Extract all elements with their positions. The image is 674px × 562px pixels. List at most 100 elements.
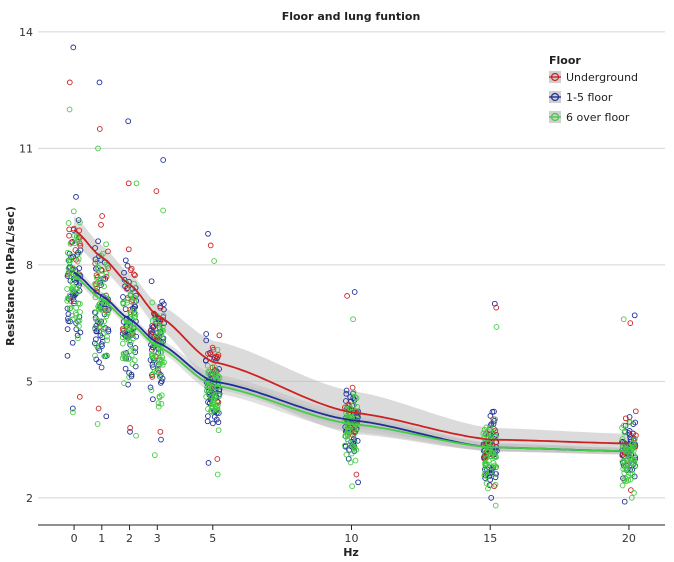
- scatter-point: [483, 480, 490, 487]
- scatter-point: [205, 460, 212, 466]
- scatter-point: [344, 432, 351, 439]
- scatter-point: [69, 405, 76, 412]
- scatter-point: [155, 400, 162, 406]
- scatter-point: [490, 460, 497, 466]
- scatter-point: [74, 233, 80, 239]
- scatter-point: [64, 305, 71, 312]
- scatter-point: [67, 305, 74, 311]
- scatter-point: [343, 387, 350, 394]
- scatter-point: [619, 424, 625, 431]
- scatter-point: [68, 239, 75, 246]
- scatter-point: [482, 467, 489, 474]
- x-tick-label-10: 10: [345, 532, 359, 545]
- scatter-point: [97, 324, 104, 331]
- scatter-point: [211, 354, 218, 361]
- scatter-point: [346, 447, 352, 454]
- fit-line-0: [73, 229, 629, 445]
- scatter-point: [149, 361, 156, 368]
- scatter-point: [626, 418, 633, 425]
- scatter-point: [126, 370, 132, 376]
- scatter-point: [488, 494, 495, 501]
- scatter-point: [99, 343, 105, 349]
- scatter-point: [487, 468, 494, 475]
- scatter-point: [485, 457, 492, 464]
- scatter-point: [76, 317, 83, 324]
- scatter-point: [214, 405, 221, 411]
- scatter-point: [128, 352, 135, 359]
- scatter-point: [350, 402, 357, 409]
- scatter-point: [73, 194, 79, 200]
- scatter-point: [203, 331, 210, 337]
- scatter-point: [122, 355, 129, 362]
- point-cluster-2-2: [119, 180, 140, 439]
- scatter-point: [627, 320, 634, 326]
- scatter-point: [75, 300, 82, 307]
- scatter-point: [350, 389, 357, 395]
- scatter-point: [65, 220, 72, 226]
- scatter-point: [633, 432, 639, 439]
- scatter-point: [354, 408, 360, 415]
- scatter-point: [103, 241, 109, 248]
- scatter-point: [121, 276, 128, 283]
- scatter-point: [151, 452, 158, 458]
- scatter-point: [127, 291, 134, 297]
- scatter-point: [214, 456, 221, 462]
- scatter-point: [490, 416, 497, 423]
- scatter-point: [92, 280, 98, 287]
- scatter-point: [152, 360, 159, 367]
- scatter-point: [156, 393, 163, 400]
- scatter-point: [77, 219, 83, 226]
- scatter-point: [213, 406, 219, 412]
- scatter-point: [490, 425, 497, 432]
- scatter-point: [215, 427, 222, 434]
- scatter-point: [208, 401, 215, 408]
- scatter-point: [70, 409, 76, 416]
- scatter-point: [132, 272, 138, 279]
- scatter-point: [492, 481, 499, 488]
- scatter-point: [70, 44, 77, 51]
- scatter-point: [71, 232, 78, 239]
- scatter-point: [150, 344, 157, 351]
- y-tick-label-2: 2: [26, 492, 33, 505]
- scatter-point: [491, 483, 498, 490]
- scatter-point: [74, 317, 81, 324]
- scatter-point: [209, 344, 216, 351]
- scatter-point: [149, 299, 156, 306]
- x-axis-label: Hz: [343, 546, 359, 559]
- scatter-point: [351, 289, 358, 295]
- point-cluster-2-3: [148, 207, 167, 458]
- scatter-point: [160, 207, 166, 214]
- scatter-point: [343, 390, 350, 397]
- scatter-point: [98, 364, 105, 371]
- scatter-point: [121, 326, 127, 332]
- scatter-point: [104, 333, 110, 340]
- x-tick-label-15: 15: [483, 532, 497, 545]
- scatter-point: [128, 309, 134, 316]
- scatter-point: [124, 299, 130, 306]
- x-tick-label-2: 2: [126, 532, 133, 545]
- scatter-point: [154, 368, 160, 375]
- scatter-point: [129, 327, 136, 333]
- x-tick-label-1: 1: [98, 532, 105, 545]
- legend-label-2: 6 over floor: [566, 111, 630, 124]
- scatter-point: [74, 332, 81, 339]
- scatter-point: [211, 258, 217, 264]
- scatter-point: [65, 257, 72, 264]
- scatter-point: [128, 265, 135, 272]
- scatter-point: [150, 396, 156, 403]
- scatter-point: [64, 249, 71, 256]
- scatter-point: [492, 474, 499, 481]
- scatter-point: [119, 340, 126, 347]
- scatter-point: [69, 339, 76, 346]
- scatter-point: [92, 352, 98, 359]
- scatter-point: [105, 248, 111, 255]
- scatter-point: [153, 188, 160, 194]
- scatter-point: [127, 425, 133, 431]
- scatter-point: [148, 334, 154, 341]
- y-tick-label-5: 5: [26, 375, 33, 388]
- y-tick-label-14: 14: [19, 26, 33, 39]
- scatter-point: [157, 428, 164, 435]
- scatter-point: [620, 457, 627, 464]
- scatter-point: [493, 304, 500, 311]
- scatter-point: [103, 352, 110, 359]
